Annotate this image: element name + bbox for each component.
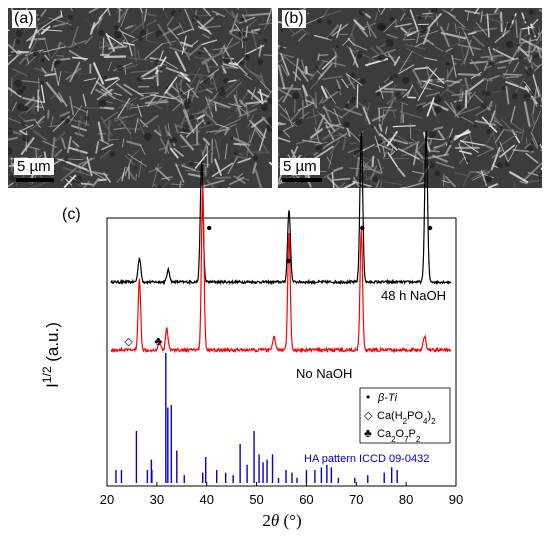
legend-label-ca2o7p2: Ca2O7P2	[377, 428, 421, 444]
chart-marks: ◇ ♣	[124, 225, 433, 348]
beta-ti-marker	[207, 225, 212, 231]
beta-ti-marker	[427, 225, 433, 231]
plot-frame	[106, 217, 457, 487]
legend-symbol-ca2o7p2: ♣	[364, 426, 372, 440]
x-tick-label: 40	[199, 492, 213, 507]
legend-label-beta-ti: β-Ti	[377, 392, 398, 404]
series-label-no-naoh: No NaOH	[296, 366, 352, 381]
y-axis-label: I1/2 (a.u.)	[40, 322, 62, 388]
x-tick-label: 60	[299, 492, 313, 507]
panel-label-c: (c)	[62, 206, 81, 223]
chart-traces	[110, 130, 452, 483]
legend: • β-Ti ◇ Ca(H2PO4)2 ♣ Ca2O7P2	[364, 390, 436, 444]
trace-no-naoh	[110, 185, 452, 354]
chart-axes	[106, 217, 457, 487]
trace-48h-naoh	[110, 130, 452, 286]
ca-h2po4-marker: ◇	[124, 336, 133, 348]
sem-texture-b	[278, 8, 542, 188]
x-tick-label: 50	[249, 492, 263, 507]
legend-symbol-beta-ti: •	[366, 390, 370, 404]
sem-image-a: (a) 5 µm	[8, 8, 272, 188]
legend-label-ca-h2po4: Ca(H2PO4)2	[377, 410, 436, 426]
x-tick-label: 90	[449, 492, 463, 507]
legend-box	[359, 387, 451, 444]
series-label-48h: 48 h NaOH	[381, 288, 446, 303]
series-label-ha: HA pattern ICCD 09-0432	[304, 453, 429, 465]
scalebar-label-b: 5 µm	[280, 158, 320, 175]
chart-tick-labels: 20 30 40 50 60 70 80 90	[100, 492, 463, 507]
x-tick-label: 30	[150, 492, 164, 507]
scalebar-b	[282, 178, 322, 182]
scalebar-a	[16, 178, 54, 182]
beta-ti-marker	[360, 225, 365, 231]
scalebar-label-a: 5 µm	[14, 158, 54, 175]
x-axis-label: 2θ (°)	[262, 511, 301, 530]
x-tick-label: 70	[349, 492, 363, 507]
x-tick-label: 80	[399, 492, 413, 507]
sem-image-b: (b) 5 µm	[278, 8, 542, 188]
panel-label-a: (a)	[12, 10, 36, 28]
beta-ti-marker	[286, 258, 291, 264]
x-tick-label: 20	[100, 492, 114, 507]
ca2o7p2-marker: ♣	[154, 334, 162, 348]
panel-label-b: (b)	[282, 10, 306, 28]
legend-symbol-ca-h2po4: ◇	[364, 410, 373, 422]
